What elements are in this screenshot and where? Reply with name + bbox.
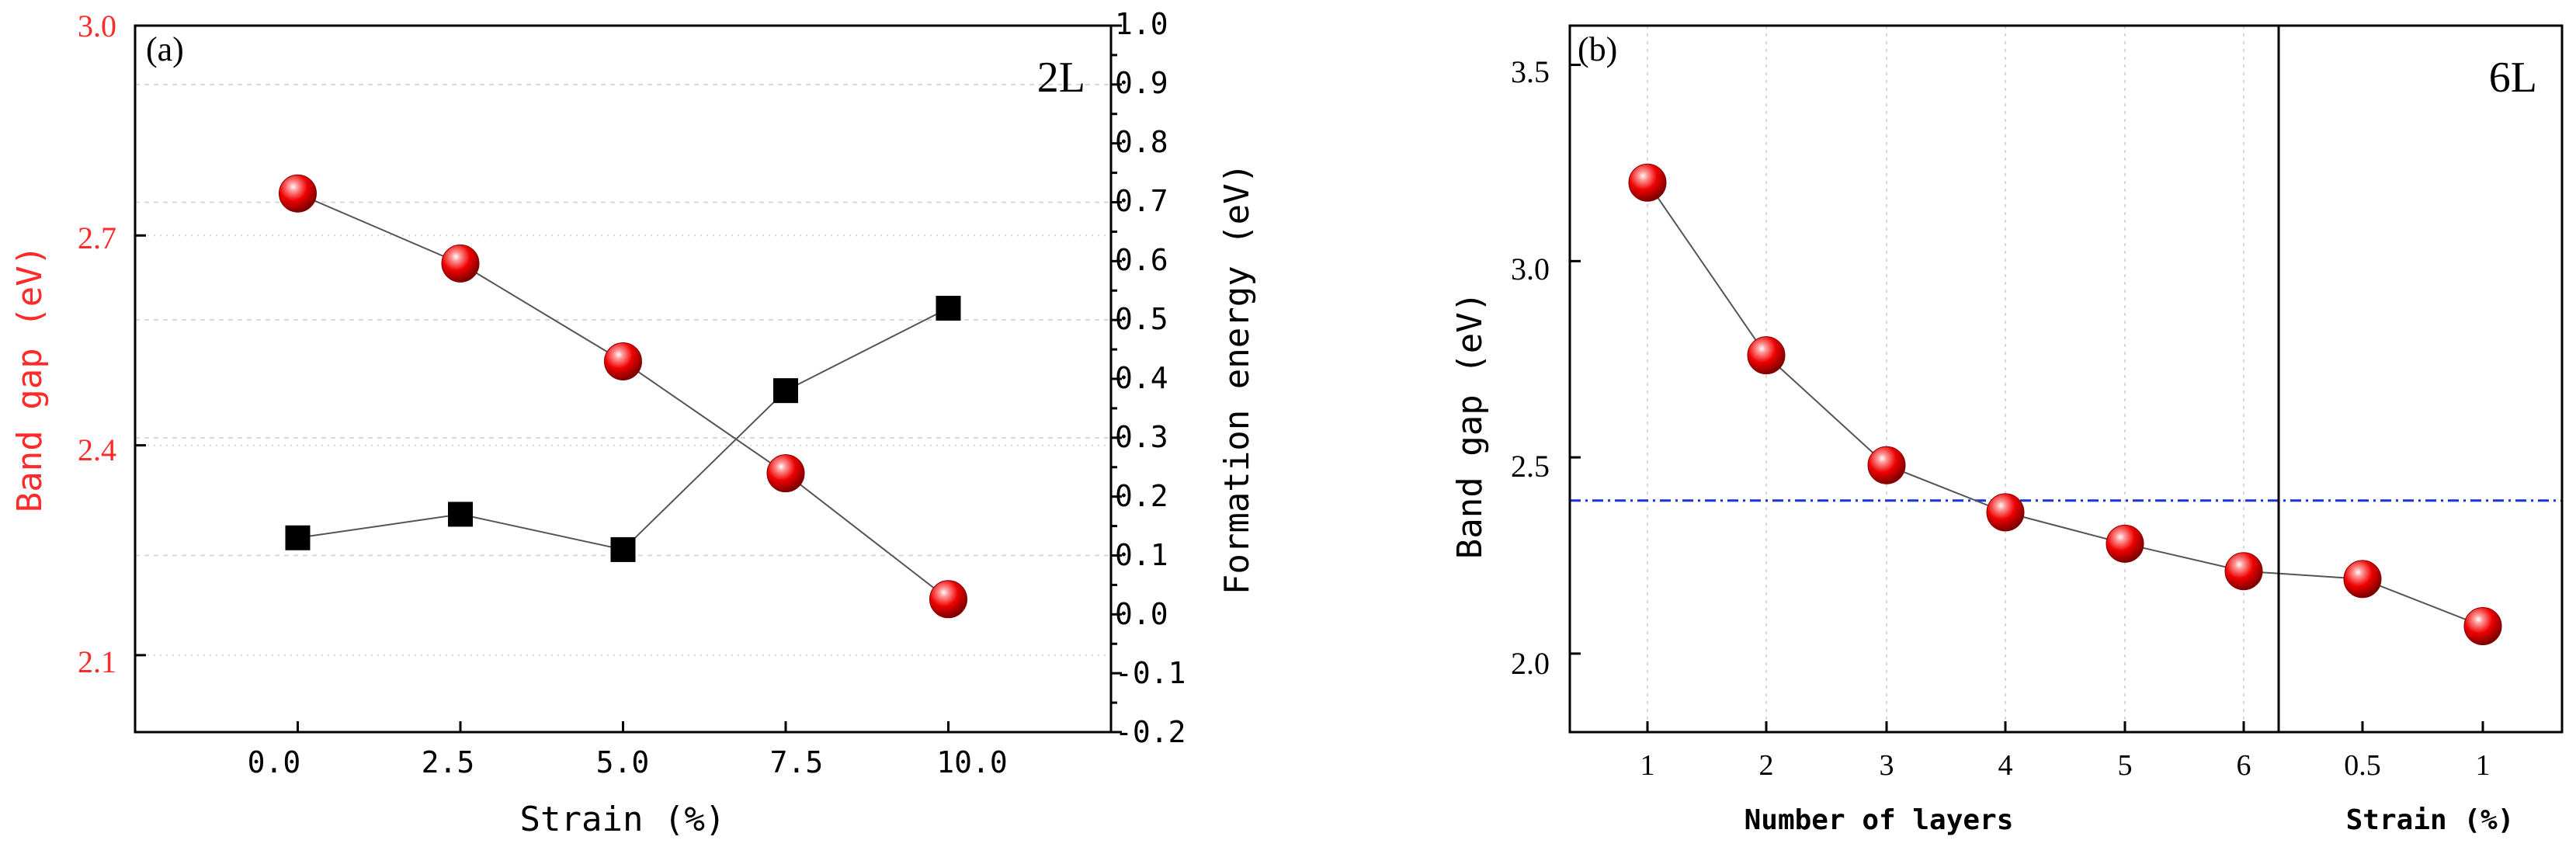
panel-b-x-axis-title-layers: Number of layers [1745,804,2014,836]
panel-b-ticks [1570,64,2484,732]
panel-a-right-tick-label: -0.1 [1115,656,1186,690]
panel-a-x-tick-label: 10.0 [936,745,1008,779]
panel-a-formation-point [285,525,311,550]
panel-b-x-axis-title-strain: Strain (%) [2346,804,2515,836]
panel-a-right-tick-label: 0.5 [1115,302,1168,336]
panel-a-x-axis-title: Strain (%) [520,800,726,839]
panel-b-y-tick-label: 2.5 [1511,449,1550,484]
panel-b-gridlines [1647,26,2244,732]
panel-a-right-tick-label: 0.2 [1115,479,1168,513]
panel-a-ticks [135,24,1122,734]
panel-a-bandgap-point [929,580,967,619]
panel-b-x-tick-label: 0.5 [2344,749,2381,782]
panel-b-series-lines [1647,182,2484,627]
panel-a-right-tick-label: 0.0 [1115,597,1168,631]
panel-a-x-tick-label: 0.0 [248,745,301,779]
panel-b-label: (b) [1578,30,1617,68]
panel-a-left-axis-title: Band gap (eV) [10,245,50,512]
panel-a-x-tick-label: 7.5 [770,745,824,779]
panel-a-right-axis-title: Formation energy (eV) [1217,163,1257,595]
panel-a-right-tick-label: 0.1 [1115,538,1168,572]
panel-a-bandgap-point [441,244,480,283]
panel-b-x-tick-label: 6 [2237,749,2251,782]
panel-b-y-tick-label: 2.0 [1511,646,1550,681]
panel-a-tag: 2L [1037,54,1085,102]
panel-b-bandgap-point [2463,607,2502,645]
panel-b-bandgap-point [1986,493,2025,532]
panel-a-formation-point [610,536,636,562]
panel-b-bandgap-point [2106,524,2144,563]
panel-a-left-tick-label: 2.4 [78,432,116,467]
panel-a-left-tick-label: 2.7 [78,220,116,255]
panel-b-x-tick-label: 3 [1880,749,1894,782]
panel-a-chart: (a) 2L Strain (%) Band gap (eV) Formatio… [10,7,1257,839]
panel-a-right-tick-label: -0.2 [1115,715,1186,749]
panel-a-left-tick-label: 2.1 [78,644,116,679]
panel-b-x-tick-label: 2 [1759,749,1774,782]
panel-b-bandgap-point [2343,560,2382,599]
panel-a-left-tick-label: 3.0 [78,9,116,43]
panel-a-formation-point [448,502,473,527]
panel-b-x-tick-label: 1 [1640,749,1655,782]
panel-a-right-tick-label: 0.3 [1115,420,1168,454]
panel-b-y-tick-label: 3.5 [1511,54,1550,89]
panel-a-formation-point [936,296,961,321]
panel-a-bandgap-point [766,454,805,493]
panel-b-bandgap-line [1647,182,2484,627]
panel-a-right-tick-label: 1.0 [1115,7,1168,41]
panel-b-tag: 6L [2489,54,2537,102]
panel-b-y-axis-title: Band gap (eV) [1450,292,1490,559]
panel-a-right-tick-label: 0.8 [1115,125,1168,159]
panel-b-bandgap-point [1867,446,1906,484]
panel-b-frame [1568,24,2564,734]
panel-a-formation-point [773,378,798,404]
panel-b-y-tick-label: 3.0 [1511,252,1550,286]
panel-a-right-tick-label: 0.6 [1115,243,1168,277]
panel-a-x-tick-label: 2.5 [422,745,475,779]
panel-a-label: (a) [146,30,184,68]
panel-a-markers [279,174,967,619]
panel-b-bandgap-point [1747,336,1786,375]
panel-b-bandgap-point [2224,552,2263,591]
panel-b-chart: (b) 6L Band gap (eV) Number of layers St… [1450,24,2564,836]
panel-b-bandgap-point [1628,163,1667,202]
panel-a-bandgap-point [279,174,317,213]
panel-b-x-tick-label: 1 [2476,749,2491,782]
panel-a-bandgap-point [604,342,642,380]
panel-b-markers [1628,163,2502,645]
panel-a-right-tick-label: 0.4 [1115,361,1168,395]
panel-b-x-tick-label: 5 [2118,749,2133,782]
panel-a-x-tick-label: 5.0 [596,745,650,779]
panel-b-x-tick-label: 4 [1998,749,2013,782]
panel-a-right-tick-label: 0.9 [1115,66,1168,100]
panel-a-right-tick-label: 0.7 [1115,184,1168,218]
